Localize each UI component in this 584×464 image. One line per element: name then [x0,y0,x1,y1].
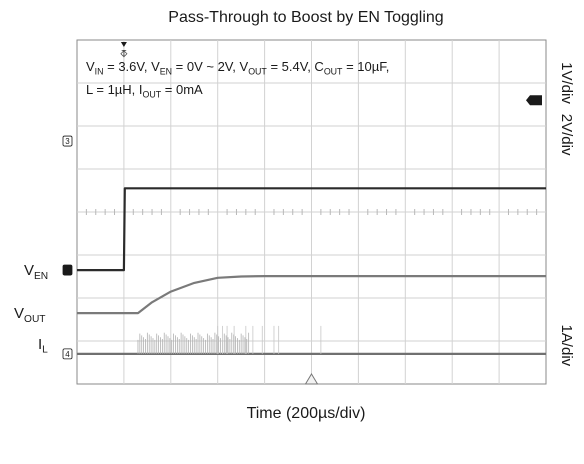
plot-grid [77,40,546,384]
conditions-line-1: VIN = 3.6V, VEN = 0V ~ 2V, VOUT = 5.4V, … [86,59,389,76]
trigger-marker-text: T [121,49,126,58]
scale-label-1: 2V/div [558,114,575,156]
channel-label-ven: VEN [24,262,48,282]
trigger-level-marker-text: TL [531,98,539,105]
x-axis-label: Time (200µs/div) [247,405,366,422]
channel-label-layer: VEN VOUT IL 1V/div 2V/div 1A/div [14,62,575,366]
channel-1-marker [62,264,73,276]
trace-vout [77,275,546,315]
channel-1-marker-text: 1 [65,266,70,275]
trigger-level-marker [526,95,542,106]
trigger-marker [120,42,127,47]
channel-3-marker [62,135,73,147]
trace-ven [77,187,546,272]
channel-3-marker-text: 3 [65,137,70,146]
channel-4-marker [62,348,73,360]
channel-label-il: IL [38,336,48,356]
channel-4-marker-text: 4 [65,350,70,359]
channel-label-vout: VOUT [14,305,46,325]
conditions-line-2: L = 1µH, IOUT = 0mA [86,82,203,99]
scale-label-2: 1A/div [558,324,575,366]
chart-title: Pass-Through to Boost by EN Toggling [168,9,443,26]
scale-label-0: 1V/div [558,62,575,104]
trace-layer [77,187,546,355]
marker-layer: 1 3 4 TL T [62,42,542,385]
trigger-diamond [120,50,128,58]
time-center-marker [304,373,319,385]
